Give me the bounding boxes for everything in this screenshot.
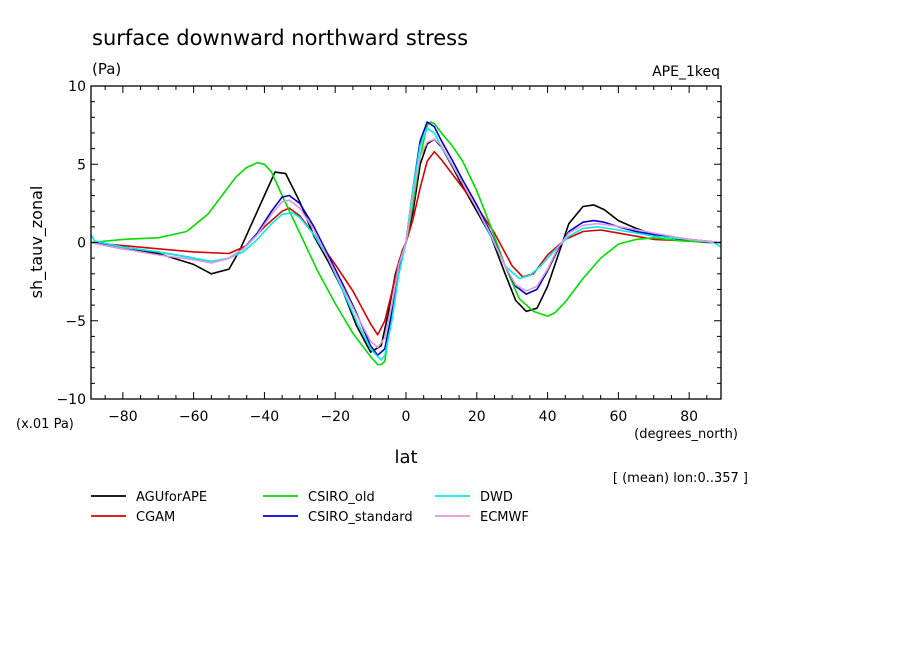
y-tick-label: 5	[77, 157, 86, 173]
x-tick-label: 0	[402, 409, 411, 425]
x-axis-label: lat	[394, 447, 417, 468]
x-tick-label: −20	[320, 409, 350, 425]
x-tick-label: −40	[250, 409, 280, 425]
y-tick-label: 10	[68, 79, 86, 95]
chart-title: surface downward northward stress	[92, 26, 468, 50]
plot-lines	[90, 121, 722, 366]
experiment-label: APE_1keq	[652, 64, 720, 80]
series-line-cgam	[90, 150, 722, 336]
x-tick-label: −60	[179, 409, 209, 425]
plot-frame	[90, 85, 722, 400]
y-tick-label: −10	[56, 392, 86, 408]
legend-label: CSIRO_old	[308, 490, 375, 505]
y-axis-label: sh_tauv_zonal	[27, 186, 47, 299]
series-line-dwd	[90, 127, 722, 361]
units-label: (Pa)	[92, 60, 121, 78]
x-tick-label: 60	[609, 409, 627, 425]
legend-label: AGUforAPE	[136, 490, 207, 505]
y-tick-label: 0	[77, 236, 86, 252]
x-units-label: (degrees_north)	[634, 427, 738, 442]
y-scale-note: (x.01 Pa)	[16, 417, 74, 432]
mean-note: [ (mean) lon:0..357 ]	[613, 471, 748, 486]
legend-label: DWD	[480, 490, 513, 505]
series-line-ecmwf	[90, 138, 722, 349]
axis-ticks: −80 −60 −40 −20 0 20 40 60 80 −10 −5 0 5 10	[56, 79, 721, 425]
x-tick-label: −80	[108, 409, 138, 425]
series-line-aguforape	[90, 138, 721, 353]
legend-label: CGAM	[136, 510, 175, 525]
x-tick-label: 80	[680, 409, 698, 425]
y-tick-label: −5	[65, 314, 86, 330]
legend-label: ECMWF	[480, 510, 529, 525]
legend: AGUforAPE CGAM CSIRO_old CSIRO_standard DWD E…	[91, 490, 529, 525]
x-tick-label: 20	[468, 409, 486, 425]
legend-label: CSIRO_standard	[308, 510, 413, 525]
x-tick-label: 40	[539, 409, 557, 425]
